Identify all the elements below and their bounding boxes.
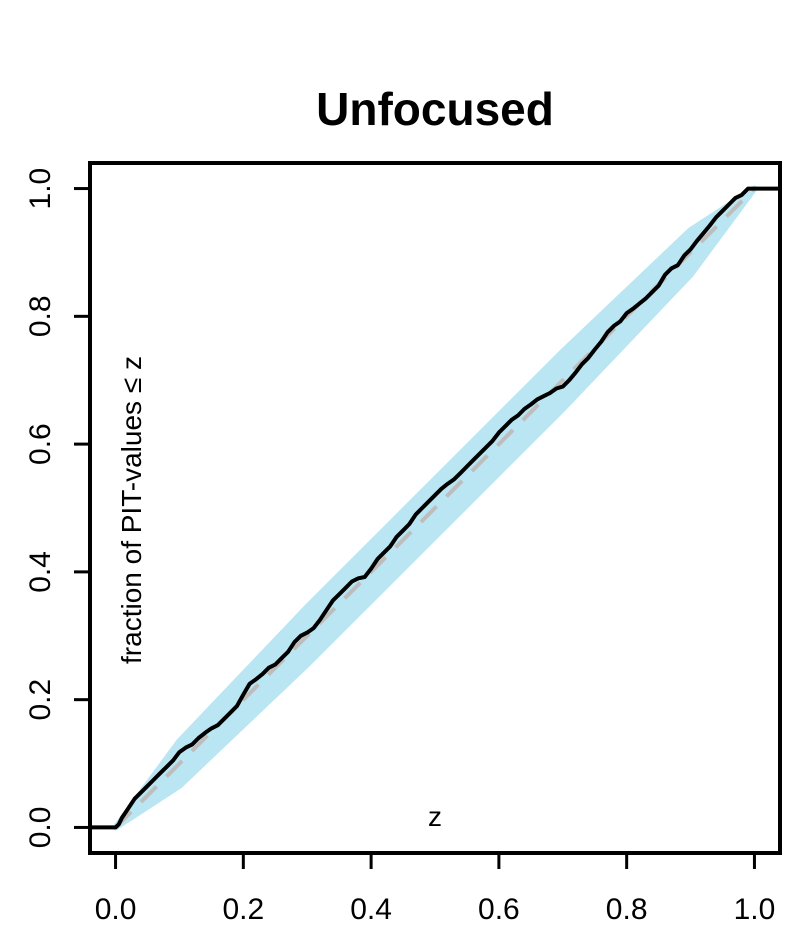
x-axis-label: z — [428, 801, 442, 832]
x-tick-label: 0.2 — [222, 893, 264, 926]
plot-frame — [88, 161, 782, 855]
y-tick-label: 0.4 — [24, 551, 57, 593]
x-tick-label: 1.0 — [734, 893, 776, 926]
y-axis: 0.0 0.2 0.4 0.6 0.8 1.0 — [24, 168, 90, 849]
plot-area — [90, 185, 780, 831]
x-tick-label: 0.4 — [350, 893, 392, 926]
x-axis: 0.0 0.2 0.4 0.6 0.8 1.0 — [95, 853, 776, 926]
y-tick-label: 0.2 — [24, 679, 57, 721]
y-tick-label: 0.6 — [24, 423, 57, 465]
x-tick-label: 0.6 — [478, 893, 520, 926]
chart-title: Unfocused — [316, 83, 554, 135]
empirical-cdf-line — [90, 186, 780, 830]
y-tick-label: 1.0 — [24, 168, 57, 210]
x-tick-label: 0.0 — [95, 893, 137, 926]
x-tick-label: 0.8 — [606, 893, 648, 926]
y-axis-label: fraction of PIT-values ≤ z — [116, 356, 147, 664]
y-tick-label: 0.8 — [24, 295, 57, 337]
y-tick-label: 0.0 — [24, 807, 57, 849]
